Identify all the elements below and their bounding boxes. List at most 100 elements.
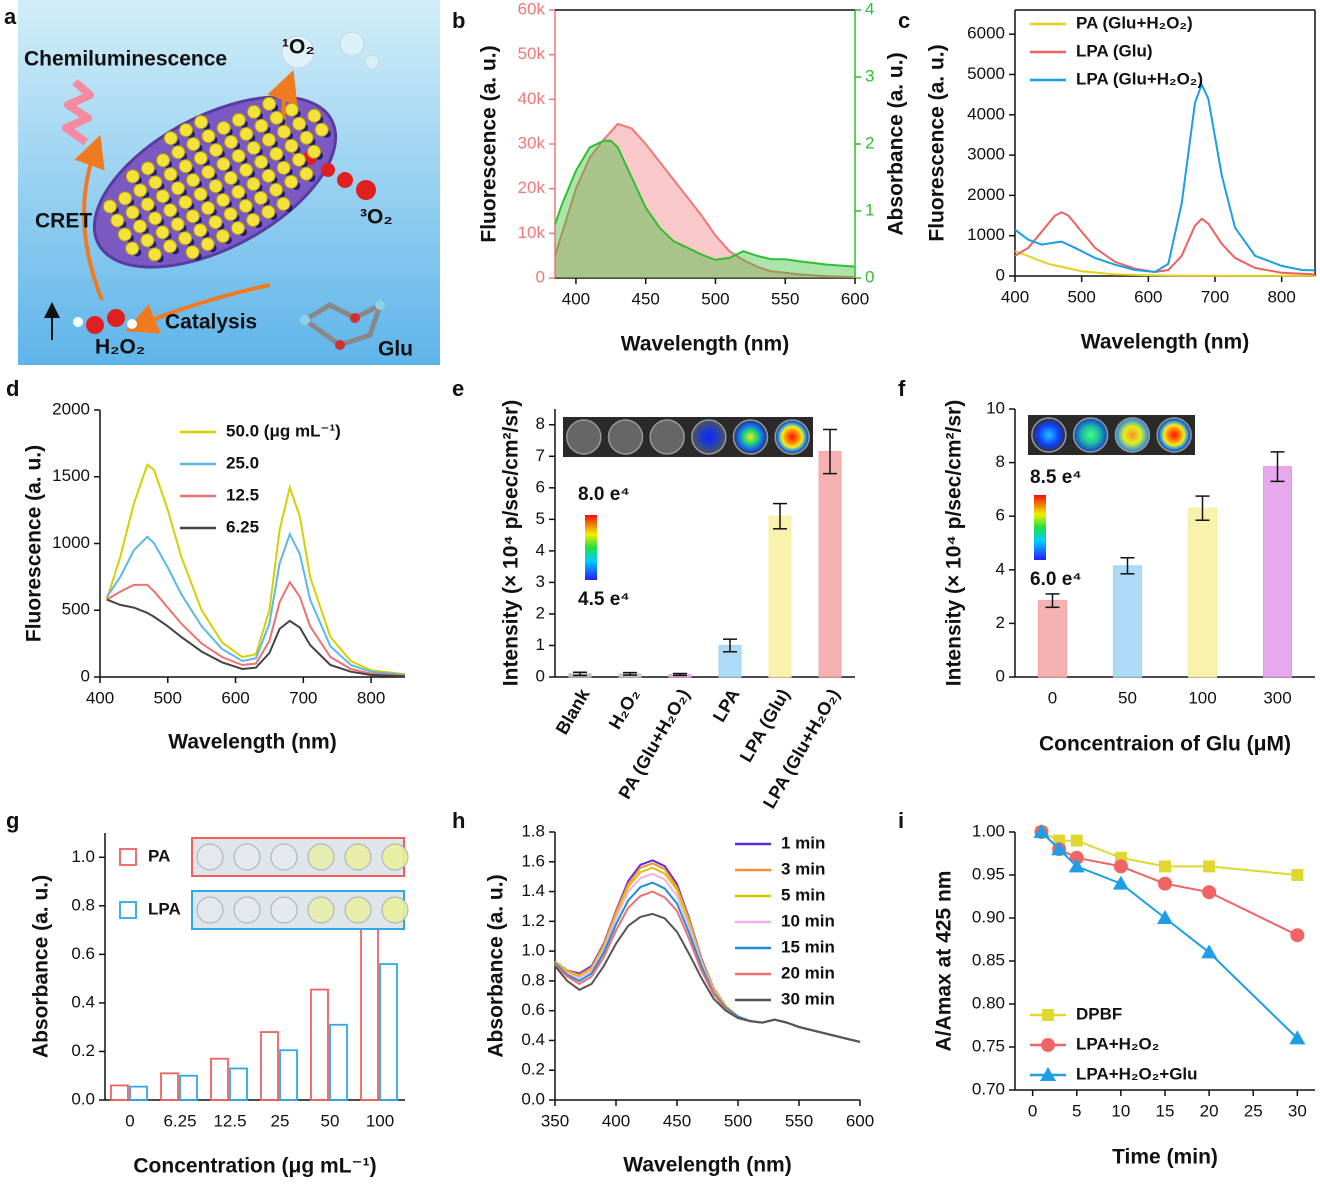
line (105, 531, 406, 676)
particle-dot (261, 132, 276, 147)
x-tick-label: Blank (552, 685, 594, 738)
y-tick-label: 10 (986, 398, 1005, 417)
legend-label: 12.5 (226, 485, 259, 504)
bar (329, 1023, 348, 1101)
illustration-text: ³O₂ (360, 206, 393, 229)
well (1156, 417, 1192, 453)
y-tick-label: 8 (996, 452, 1005, 471)
point (1051, 841, 1068, 856)
particle-dot (140, 197, 155, 212)
particle-dot (118, 191, 133, 206)
y-tick-label: 1.0 (521, 941, 545, 960)
legend-label: LPA (Glu+H₂O₂) (1076, 69, 1203, 88)
illustration-text: CRET (35, 210, 92, 233)
particle-dot (178, 231, 193, 246)
particle-dot (201, 129, 216, 144)
x-tick-label: 30 (1288, 1101, 1307, 1120)
legend-label: LPA (148, 899, 181, 918)
bar (768, 515, 792, 678)
x-tick-label: 400 (86, 688, 114, 707)
hydrogen-atom (73, 317, 83, 327)
error-bar (573, 671, 587, 677)
x-tick-label: 500 (701, 289, 729, 308)
error-bar (1195, 495, 1210, 521)
panel-label: g (6, 808, 19, 833)
particle-dot (215, 229, 230, 244)
particle-dot (276, 196, 291, 211)
bubble (281, 35, 315, 69)
particle-dot (185, 245, 200, 260)
y-tick-label: 0.80 (972, 993, 1005, 1012)
particle-dot (193, 223, 208, 238)
well (270, 843, 298, 871)
legend-label: 1 min (781, 833, 825, 852)
particle-dot (299, 130, 314, 145)
oxygen-atom (337, 172, 353, 188)
legend-label: LPA+H₂O₂ (1076, 1034, 1159, 1053)
point (1033, 824, 1050, 838)
x-tick-label: 600 (846, 1111, 874, 1130)
particle-dot (201, 165, 216, 180)
y-tick-label: 0.0 (71, 1089, 95, 1108)
particle-dot (171, 145, 186, 160)
point (1068, 858, 1085, 873)
y2-tick-label: 2 (865, 133, 874, 152)
y-tick-label: 0 (996, 265, 1005, 284)
x-axis-label: Concentration (μg mL⁻¹) (133, 1155, 376, 1178)
glucose-atom (350, 313, 360, 323)
y-tick-label: 0.2 (521, 1060, 545, 1079)
well (732, 419, 769, 455)
legend-label: LPA+H₂O₂+Glu (1076, 1064, 1198, 1083)
bar (260, 1031, 279, 1101)
y-axis-label: Intensity (× 10⁴ p/sec/cm²/sr) (943, 400, 966, 686)
x-tick-label: 500 (154, 688, 182, 707)
line (554, 139, 856, 268)
legend-label: 15 min (781, 937, 835, 956)
photo-strip (191, 890, 405, 930)
panel-label: d (6, 376, 19, 401)
particle-dot (125, 169, 140, 184)
legend-marker (1041, 1038, 1055, 1052)
y-tick-label: 5 (536, 509, 545, 528)
particle-dot (216, 121, 231, 136)
legend-label: 50.0 (μg mL⁻¹) (226, 421, 341, 440)
x-tick-label: 350 (541, 1111, 569, 1130)
error-bar (773, 502, 787, 530)
legend-label: 20 min (781, 963, 835, 982)
legend-label: 25.0 (226, 453, 259, 472)
particle-dot (132, 219, 147, 234)
x-tick-label: 0 (1028, 1101, 1037, 1120)
legend-label: 3 min (781, 859, 825, 878)
particle-dot (307, 144, 322, 159)
particle-dot (253, 190, 268, 205)
bar (229, 1067, 248, 1101)
well (381, 843, 409, 871)
colorbar-min: 6.0 e⁴ (1030, 569, 1082, 590)
y-tick-label: 1000 (52, 533, 90, 552)
well (566, 419, 602, 455)
colorbar-max: 8.0 e⁴ (578, 484, 630, 505)
particle-dot (163, 131, 178, 146)
particle-dot (284, 102, 299, 117)
particle-dot (133, 183, 148, 198)
point (1289, 1030, 1306, 1045)
bar (129, 1085, 148, 1101)
illustration: a Chemiluminescence ¹O₂ CRET ³O₂ H₂O₂ Catalysi… (4, 0, 440, 365)
y-tick-label: 4000 (967, 104, 1005, 123)
y-tick-label: 0.2 (71, 1041, 95, 1060)
well (196, 843, 224, 871)
x-tick-label: 550 (785, 1111, 813, 1130)
oxygen-atom (321, 163, 335, 177)
point (1201, 944, 1218, 959)
x-axis-label: Wavelength (nm) (623, 1154, 791, 1177)
particle-dot (178, 159, 193, 174)
particle-dot (254, 118, 269, 133)
line (106, 598, 406, 678)
error-bar (623, 671, 637, 676)
y-tick-label: 0 (536, 666, 545, 685)
particle-dot (140, 161, 155, 176)
y-tick-label: 3000 (967, 145, 1005, 164)
x-tick-label: 25 (271, 1111, 290, 1130)
particle-dot (269, 110, 284, 125)
particle-dot (163, 203, 178, 218)
